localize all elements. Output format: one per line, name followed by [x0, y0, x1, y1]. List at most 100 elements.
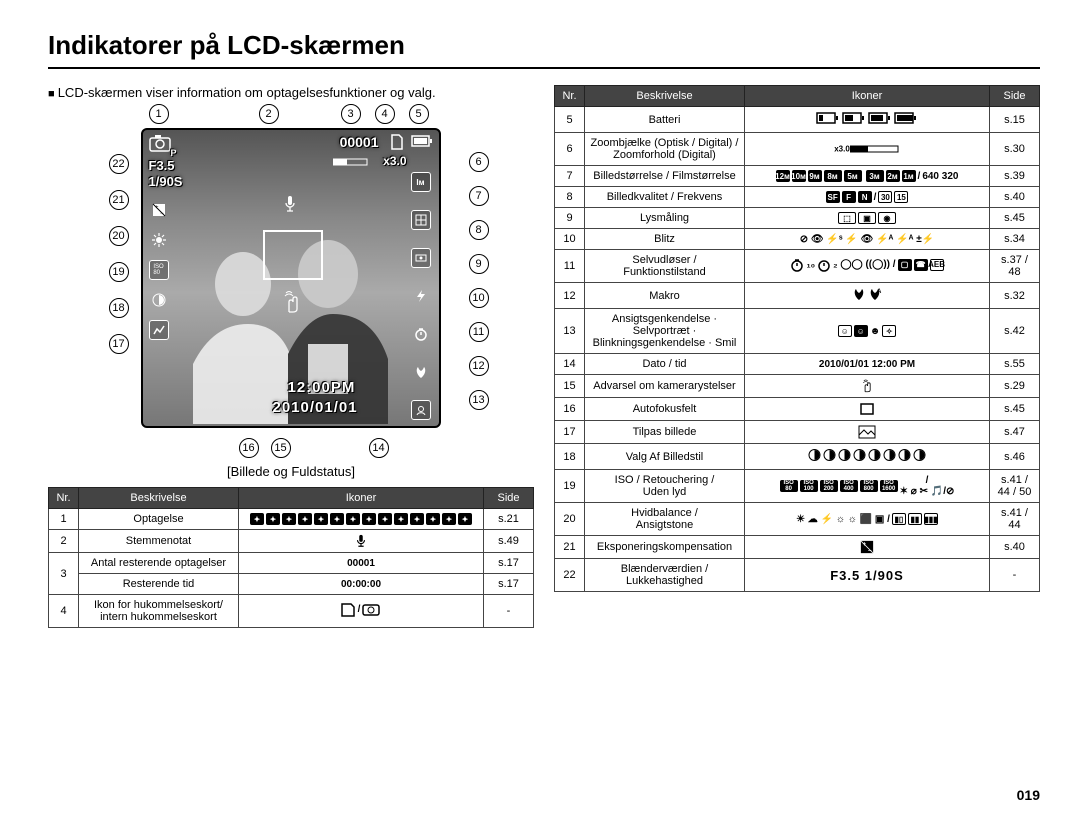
cell-desc: ISO / Retouchering /Uden lyd: [585, 470, 745, 503]
table-row: 6Zoombjælke (Optisk / Digital) /Zoomforh…: [555, 133, 1040, 166]
table-row: 18Valg Af Billedstils.46: [555, 444, 1040, 470]
cell-nr: 15: [555, 375, 585, 398]
table-row: 13Ansigtsgenkendelse ·Selvportræt ·Blink…: [555, 309, 1040, 354]
cell-desc: Billedkvalitet / Frekvens: [585, 187, 745, 208]
lcd-aperture: F3.5: [149, 158, 175, 173]
lcd-zoom: x3.0: [383, 154, 406, 168]
cell-nr: 16: [555, 398, 585, 421]
table-row: 20Hvidbalance /Ansigtstone☀ ☁ ⚡ ☼ ☼ ⬛ ▣ …: [555, 503, 1040, 536]
cell-side: s.45: [990, 208, 1040, 229]
cell-nr: 22: [555, 559, 585, 592]
cell-side: s.40: [990, 536, 1040, 559]
cell-nr: 14: [555, 354, 585, 375]
callout-2: 2: [259, 104, 279, 124]
table-row: 19ISO / Retouchering /Uden lydISO80ISO10…: [555, 470, 1040, 503]
face-detect-icon: [411, 400, 431, 420]
cell-side: s.30: [990, 133, 1040, 166]
table-row: 8Billedkvalitet / FrekvensSFFN / 3015s.4…: [555, 187, 1040, 208]
callout-8: 8: [469, 220, 489, 240]
cell-desc: Ikon for hukommelseskort/intern hukommel…: [79, 595, 239, 628]
lcd-shutter: 1/90S: [149, 174, 183, 189]
cell-nr: 10: [555, 229, 585, 250]
table-row: 2Stemmenotats.49: [49, 530, 534, 553]
table-row: 21Eksponeringskompensation+−s.40: [555, 536, 1040, 559]
cell-nr: 17: [555, 421, 585, 444]
table-row: Resterende tid00:00:00s.17: [49, 574, 534, 595]
svg-text:+: +: [155, 205, 159, 211]
cell-side: s.21: [484, 509, 534, 530]
callout-10: 10: [469, 288, 489, 308]
mic-icon: [283, 195, 297, 218]
cell-nr: 4: [49, 595, 79, 628]
cell-icon: ₁₀ ₂ ◯◯ ((◯)) /▢ ☎ AEB: [745, 250, 990, 283]
cell-icon: ☺ ☺ ☻ ✧: [745, 309, 990, 354]
cell-side: -: [484, 595, 534, 628]
page-title: Indikatorer på LCD-skærmen: [48, 30, 1040, 69]
callout-3: 3: [341, 104, 361, 124]
size-icon: Iм: [411, 172, 431, 192]
cell-icon: A: [745, 283, 990, 309]
cell-icon: 00:00:00: [239, 574, 484, 595]
cell-side: s.41 /44: [990, 503, 1040, 536]
iso-icon: ISO80: [149, 260, 169, 280]
quality-icon: [411, 210, 431, 230]
callout-6: 6: [469, 152, 489, 172]
cell-desc: Blænderværdien /Lukkehastighed: [585, 559, 745, 592]
lcd-left-icons: +− ISO80: [149, 200, 171, 340]
cell-desc: Hvidbalance /Ansigtstone: [585, 503, 745, 536]
cell-icon: F3.5 1/90S: [745, 559, 990, 592]
callout-9: 9: [469, 254, 489, 274]
callout-18: 18: [109, 298, 129, 318]
lcd-caption: [Billede og Fuldstatus]: [48, 464, 534, 479]
zoom-bar-icon: [333, 154, 369, 172]
callout-22: 22: [109, 154, 129, 174]
cell-nr: 12: [555, 283, 585, 309]
callout-11: 11: [469, 322, 489, 342]
svg-text:+: +: [863, 541, 867, 548]
cell-desc: Advarsel om kamerarystelser: [585, 375, 745, 398]
cell-desc: Batteri: [585, 107, 745, 133]
callout-20: 20: [109, 226, 129, 246]
cell-icon: ISO80ISO100ISO200ISO400ISO800ISO1600 /✶ …: [745, 470, 990, 503]
cell-desc: Tilpas billede: [585, 421, 745, 444]
th-icon: Ikoner: [239, 488, 484, 509]
callout-16: 16: [239, 438, 259, 458]
cell-side: s.45: [990, 398, 1040, 421]
cell-nr: 7: [555, 166, 585, 187]
camera-mode-icon: P: [149, 134, 177, 158]
flash-icon: [411, 286, 431, 306]
lcd-screen: P F3.5 1/90S 00001 x3.0: [141, 128, 441, 428]
callout-21: 21: [109, 190, 129, 210]
right-reference-table: Nr. Beskrivelse Ikoner Side 5Batteris.15…: [554, 85, 1040, 592]
table-row: 9Lysmåling⬚▣◉s.45: [555, 208, 1040, 229]
table-row: 22Blænderværdien /LukkehastighedF3.5 1/9…: [555, 559, 1040, 592]
cell-icon: ⊘ 👁 ⚡ˢ ⚡ 👁 ⚡ᴬ ⚡ᴬ ±⚡: [745, 229, 990, 250]
metering-icon: [411, 248, 431, 268]
cell-icon: [239, 530, 484, 553]
table-row: 16Autofokusfelts.45: [555, 398, 1040, 421]
callout-14: 14: [369, 438, 389, 458]
cell-nr: 13: [555, 309, 585, 354]
wb-icon: [149, 230, 169, 250]
timer-icon: [411, 324, 431, 344]
cell-nr: 6: [555, 133, 585, 166]
cell-desc: Ansigtsgenkendelse ·Selvportræt ·Blinkni…: [585, 309, 745, 354]
cell-icon: [745, 375, 990, 398]
cell-icon: 2010/01/01 12:00 PM: [745, 354, 990, 375]
cell-icon: ⬚▣◉: [745, 208, 990, 229]
cell-side: s.15: [990, 107, 1040, 133]
cell-desc: Antal resterende optagelser: [79, 553, 239, 574]
cell-nr: 19: [555, 470, 585, 503]
intro-text: LCD-skærmen viser information om optagel…: [48, 85, 534, 100]
cell-icon: /: [239, 595, 484, 628]
th-side: Side: [484, 488, 534, 509]
manual-page: Indikatorer på LCD-skærmen LCD-skærmen v…: [0, 0, 1080, 815]
left-column: LCD-skærmen viser information om optagel…: [48, 85, 534, 628]
cell-side: s.49: [484, 530, 534, 553]
sd-card-icon: [389, 134, 405, 155]
cell-side: s.46: [990, 444, 1040, 470]
table-row: 4Ikon for hukommelseskort/intern hukomme…: [49, 595, 534, 628]
table-row: 5Batteris.15: [555, 107, 1040, 133]
cell-icon: [745, 444, 990, 470]
cell-desc: Billedstørrelse / Filmstørrelse: [585, 166, 745, 187]
